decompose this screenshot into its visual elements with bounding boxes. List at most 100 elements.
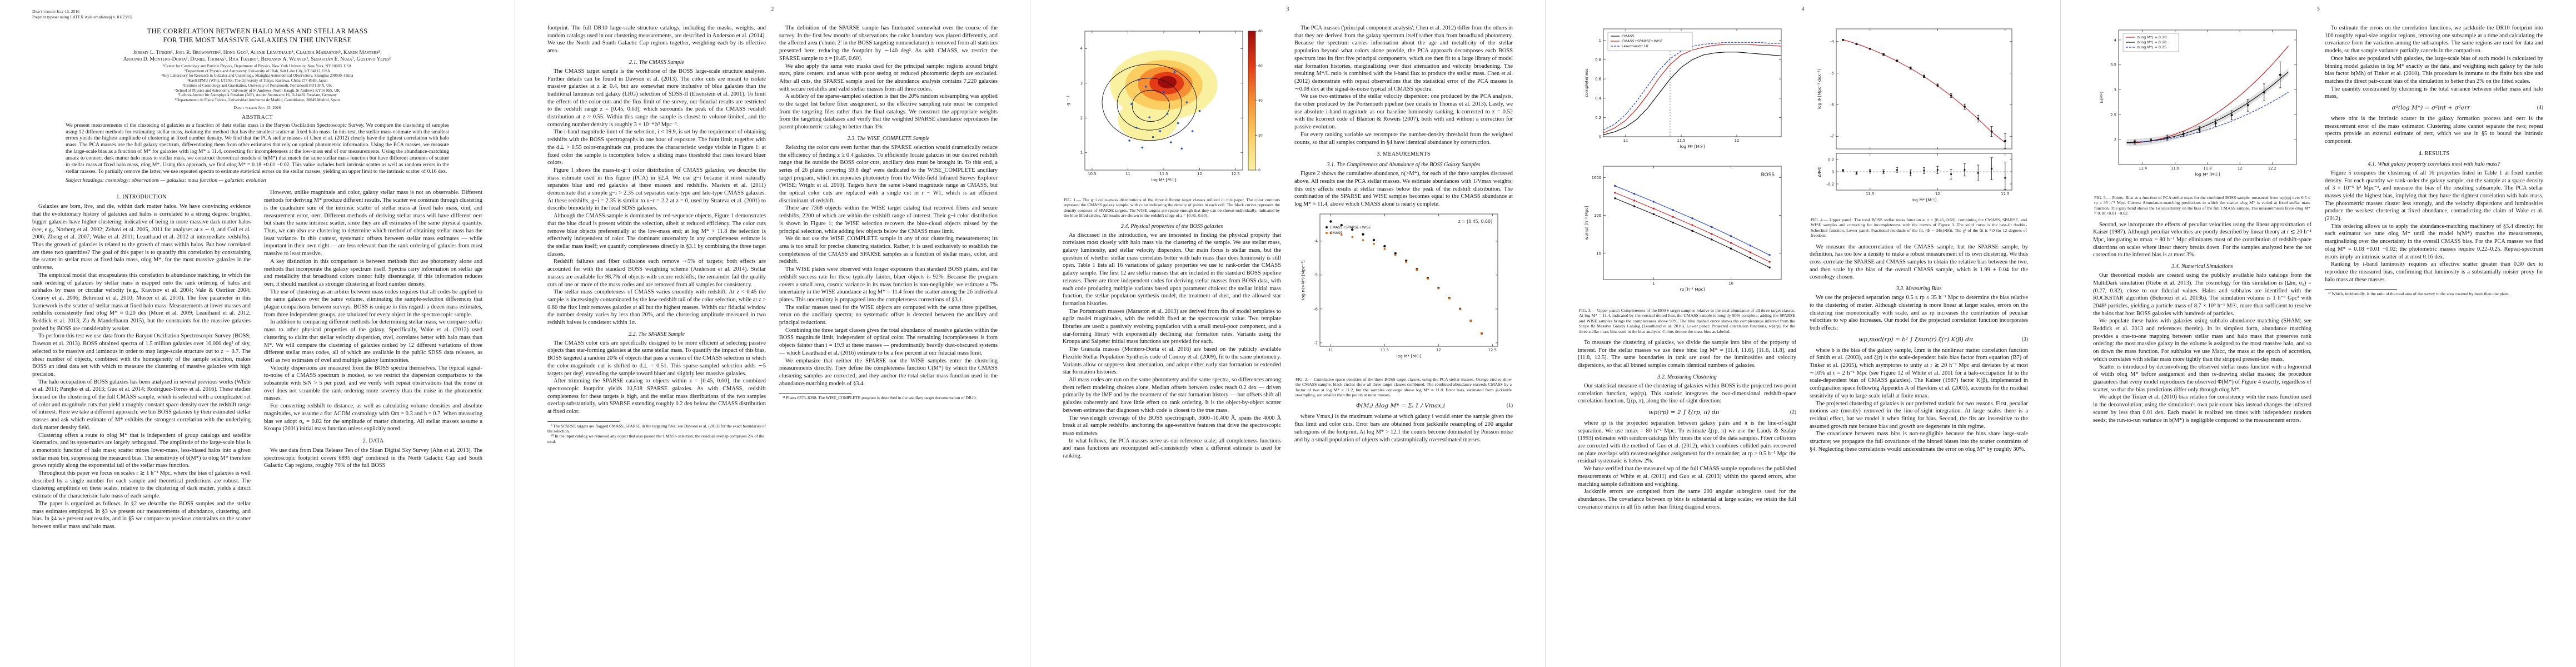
svg-text:11.5: 11.5 [1381, 348, 1389, 352]
footnote-rule [547, 421, 620, 422]
paragraph: The stellar mass completeness of CMASS v… [547, 289, 766, 326]
svg-text:3: 3 [2114, 88, 2116, 92]
svg-text:11.5: 11.5 [1677, 138, 1685, 143]
svg-text:CMASS: CMASS [1330, 231, 1342, 235]
footnote: ¹² Which, incidentally, is the ratio of … [2328, 291, 2509, 297]
figure-3b-wp-plot: 1 10 10 100 1000 rp [h⁻¹ Mpc] wp(rp) [h⁻¹ Mpc]… [1584, 166, 1782, 292]
svg-text:2: 2 [1080, 116, 1083, 121]
paragraph: In what follows, the PCA masses serve as… [1063, 437, 1281, 460]
equation-number: (1) [1506, 403, 1513, 409]
affiliation-list: ¹Center for Cosmology and Particle Physi… [32, 64, 482, 103]
equation: σ²(log M*) = σ²int + σ²err (4) [2325, 104, 2543, 111]
paragraph: We populate these halos with galaxies us… [2093, 318, 2311, 362]
footnote: ¹¹ Plates 6373–6398. The WISE_COMPLETE p… [783, 395, 977, 401]
figure-2-abundance-plot: 11 11.5 12 12.5 -7 -6 -5 -4 log M* [M☉] log n(>M*… [1301, 213, 1498, 359]
equation: Φ(Mⱼ) Δlog M* = Σᵢ 1 / Vmax,i (1) [1294, 402, 1513, 409]
paragraph: We emphasize that neither the SPARSE nor… [779, 357, 998, 387]
svg-text:wp(rp) [h⁻¹ Mpc]: wp(rp) [h⁻¹ Mpc] [1584, 206, 1589, 240]
svg-text:1: 1 [1080, 151, 1083, 155]
page-1: Draft version July 15, 2016 Preprint type… [0, 0, 515, 667]
paragraph: Galaxies are born, live, and die, within… [32, 203, 251, 271]
equation-number: (4) [2537, 105, 2543, 111]
affiliation: ²Department of Physics and Astronomy, Un… [184, 68, 331, 73]
paragraph: The halo occupation of BOSS galaxies has… [32, 379, 251, 431]
svg-text:log Φ [Mpc⁻³ dex⁻¹]: log Φ [Mpc⁻³ dex⁻¹] [1817, 69, 1822, 109]
svg-text:1: 1 [1599, 38, 1601, 43]
svg-text:0.8: 0.8 [1595, 58, 1601, 62]
svg-text:12.2: 12.2 [2268, 166, 2276, 171]
svg-text:10.5: 10.5 [1088, 172, 1096, 176]
svg-text:4: 4 [2114, 38, 2116, 42]
affiliation: ¹Center for Cosmology and Particle Physi… [163, 64, 352, 68]
page-2-column-1: footprint. The full DR10 large-scale str… [547, 24, 766, 444]
svg-text:0: 0 [1832, 170, 1834, 174]
subsection-heading: 2.4. Physical properties of the BOSS gal… [1120, 223, 1223, 230]
svg-text:-4: -4 [1314, 239, 1318, 243]
svg-text:12: 12 [1436, 348, 1441, 352]
columns: 11.4 11.6 11.8 12 12.2 2 2.5 3 3.5 4 log M* [M☉] b(… [2093, 24, 2544, 424]
figure-3a-completeness: 11 11.5 12 0 0.2 0.4 0.6 0.8 1 log M* [M☉] complet… [1578, 26, 1796, 162]
svg-text:0: 0 [1258, 168, 1260, 172]
figure-caption: FIG. 3.— Upper panel: Completeness of th… [1579, 308, 1795, 334]
svg-text:60: 60 [1258, 64, 1263, 68]
paragraph: The Portsmouth masses (Maraston et al. 2… [1063, 308, 1281, 345]
svg-text:-0.2: -0.2 [1827, 182, 1834, 186]
footnote-rule [779, 393, 851, 394]
svg-text:11.5: 11.5 [1159, 172, 1168, 176]
svg-text:log n(>M*) [Mpc⁻³]: log n(>M*) [Mpc⁻³] [1301, 260, 1306, 300]
svg-text:80: 80 [1258, 29, 1263, 33]
paragraph: The paper is organized as follows. In §2… [32, 500, 251, 530]
equation-number: (3) [2021, 336, 2028, 342]
equation-body: wp(rp) = 2 ∫ ξ(rp, π) dπ [1648, 409, 1720, 416]
draft-version-line: Draft version July 15, 2016 [32, 9, 79, 14]
footnote-rule [2325, 289, 2397, 290]
paragraph: We also apply the same veto masks used f… [779, 63, 998, 92]
paragraph: The projected clustering of galaxies is … [1810, 400, 2028, 430]
svg-text:log M* [M☉]: log M* [M☉] [1152, 177, 1177, 182]
svg-text:3.5: 3.5 [2110, 63, 2116, 67]
equation-body: Φ(Mⱼ) Δlog M* = Σᵢ 1 / Vmax,i [1356, 402, 1445, 410]
page-5: 5 11.4 11.6 11.8 12 12.2 2 2.5 3 3.5 4 log M* [M☉] b… [2061, 0, 2576, 667]
svg-text:-6: -6 [1830, 103, 1834, 107]
subsection-heading: 3.3. Measuring Bias [1896, 286, 1942, 292]
affiliation: ⁷Leibniz-Institut für Astrophysik Potsda… [178, 93, 337, 98]
figure-4-stellar-mass-function-plot: -4 -5 -6 -7 log Φ [Mpc⁻³ dex⁻¹] 11.5 12 12.5 -0.… [1817, 28, 2012, 202]
paragraph: Our theoretical models are created using… [2093, 272, 2311, 317]
footnotes: ⁹ The SPARSE targets are flagged CMASS_S… [547, 421, 766, 444]
affiliation: ⁴Kavli IPMU (WPI), UTIAS, The University… [187, 78, 328, 83]
figure-4-stellar-mass-function: -4 -5 -6 -7 log Φ [Mpc⁻³ dex⁻¹] 11.5 12 12.5 -0.… [1810, 26, 2028, 215]
paragraph: This ordering allows us to apply the abu… [2325, 223, 2543, 260]
figure-caption: FIG. 1.— The g−i color–mass distribution… [1064, 197, 1280, 218]
page-5-column-1: 11.4 11.6 11.8 12 12.2 2 2.5 3 3.5 4 log M* [M☉] b(… [2093, 24, 2311, 424]
svg-text:CMASS+SPARSE+WISE: CMASS+SPARSE+WISE [1330, 225, 1371, 230]
page-number: 2 [771, 7, 774, 12]
paragraph: We use two estimates of the stellar velo… [1294, 93, 1513, 131]
svg-text:12: 12 [1197, 172, 1202, 176]
affiliation: ⁸Departamento de Física Teórica, Univers… [175, 97, 340, 102]
paragraph: To measure the clustering of galaxies, w… [1578, 340, 1796, 369]
subsection-heading: 3.4. Numerical Simulations [2171, 263, 2233, 270]
figure-caption: FIG. 4.— Upper panel: The total BOSS ste… [1811, 217, 2027, 238]
svg-text:-7: -7 [1830, 135, 1834, 139]
subsection-heading: 2.2. The SPARSE Sample [628, 331, 685, 337]
footnote: ⁹ The SPARSE targets are flagged CMASS_S… [547, 423, 766, 434]
paragraph: All mass codes are run on the same photo… [1063, 376, 1281, 414]
page-3: 3 10.5 11 11.5 12 12.5 1 2 3 4 log M* [M☉] g − i 0 20… [1030, 0, 1546, 667]
figure-1-color-mass: 10.5 11 11.5 12 12.5 1 2 3 4 log M* [M☉] g − i 0 20 4… [1063, 26, 1281, 195]
subsection-heading: 3.2. Measuring Clustering [1657, 374, 1717, 380]
figure-3a-completeness-plot: 11 11.5 12 0 0.2 0.4 0.6 0.8 1 log M* [M☉] complet… [1584, 28, 1782, 149]
columns: 11 11.5 12 0 0.2 0.4 0.6 0.8 1 log M* [M☉] complet… [1578, 24, 2028, 511]
svg-text:40: 40 [1258, 99, 1263, 103]
figure-5-bias-plot: 11.4 11.6 11.8 12 12.2 2 2.5 3 3.5 4 log M* [M☉] b(… [2099, 29, 2297, 177]
svg-text:10: 10 [1596, 251, 1601, 256]
svg-text:0: 0 [1599, 135, 1601, 139]
paragraph: The Granada masses (Montero-Dorta et al.… [1063, 346, 1281, 376]
section-heading: 3. MEASUREMENTS [1377, 151, 1431, 158]
svg-text:completeness: completeness [1584, 68, 1589, 97]
svg-text:11.4: 11.4 [2139, 166, 2147, 171]
paragraph: The WISE plates were observed with longe… [779, 266, 998, 303]
paragraph: The PCA masses ('principal component ana… [1294, 25, 1513, 92]
page-5-column-2: To estimate the errors on the correlatio… [2325, 24, 2543, 424]
equation: wp,mod(rp) = b² ∫ ξmm(r) ζ(r) K(β) dπ (3) [1810, 336, 2028, 343]
figure-caption: FIG. 2.— Cumulative space densities of t… [1296, 376, 1512, 397]
